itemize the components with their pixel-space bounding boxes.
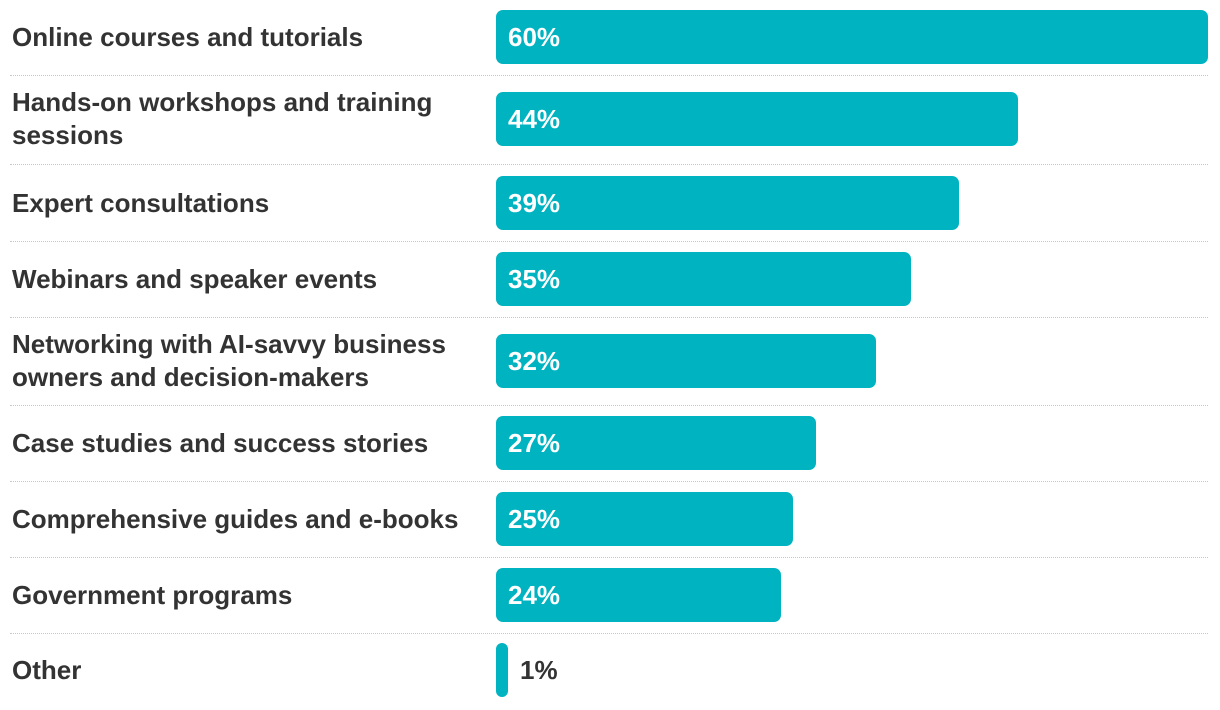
category-label: Expert consultations: [12, 187, 270, 218]
category-label: Hands-on workshops and training sessions: [12, 87, 433, 150]
category-label: Other: [12, 654, 82, 685]
row-divider: [10, 481, 1208, 482]
value-label: 35%: [508, 264, 561, 294]
row-divider: [10, 164, 1208, 165]
value-label: 39%: [508, 188, 561, 218]
bar: [496, 568, 781, 622]
category-label: Online courses and tutorials: [12, 21, 364, 52]
bar: [496, 176, 959, 230]
value-label: 60%: [508, 22, 561, 52]
bar: [496, 643, 508, 697]
row-divider: [10, 557, 1208, 558]
bar: [496, 334, 876, 388]
row-divider: [10, 633, 1208, 634]
value-label: 25%: [508, 504, 561, 534]
category-label: Comprehensive guides and e-books: [12, 503, 459, 534]
row-divider: [10, 75, 1208, 76]
category-label: Networking with AI-savvy business owners…: [12, 329, 446, 392]
value-label: 32%: [508, 346, 561, 376]
value-label: 24%: [508, 580, 561, 610]
category-label: Government programs: [12, 579, 293, 610]
value-label: 27%: [508, 428, 561, 458]
bar: [496, 252, 912, 306]
category-label: Case studies and success stories: [12, 427, 429, 458]
value-label: 1%: [520, 655, 558, 685]
category-label: Webinars and speaker events: [12, 263, 378, 294]
row-divider: [10, 317, 1208, 318]
row-divider: [10, 405, 1208, 406]
value-label: 44%: [508, 104, 561, 134]
bar: [496, 416, 817, 470]
bar: [496, 492, 793, 546]
row-divider: [10, 241, 1208, 242]
bar: [496, 92, 1019, 146]
bar: [496, 10, 1208, 64]
